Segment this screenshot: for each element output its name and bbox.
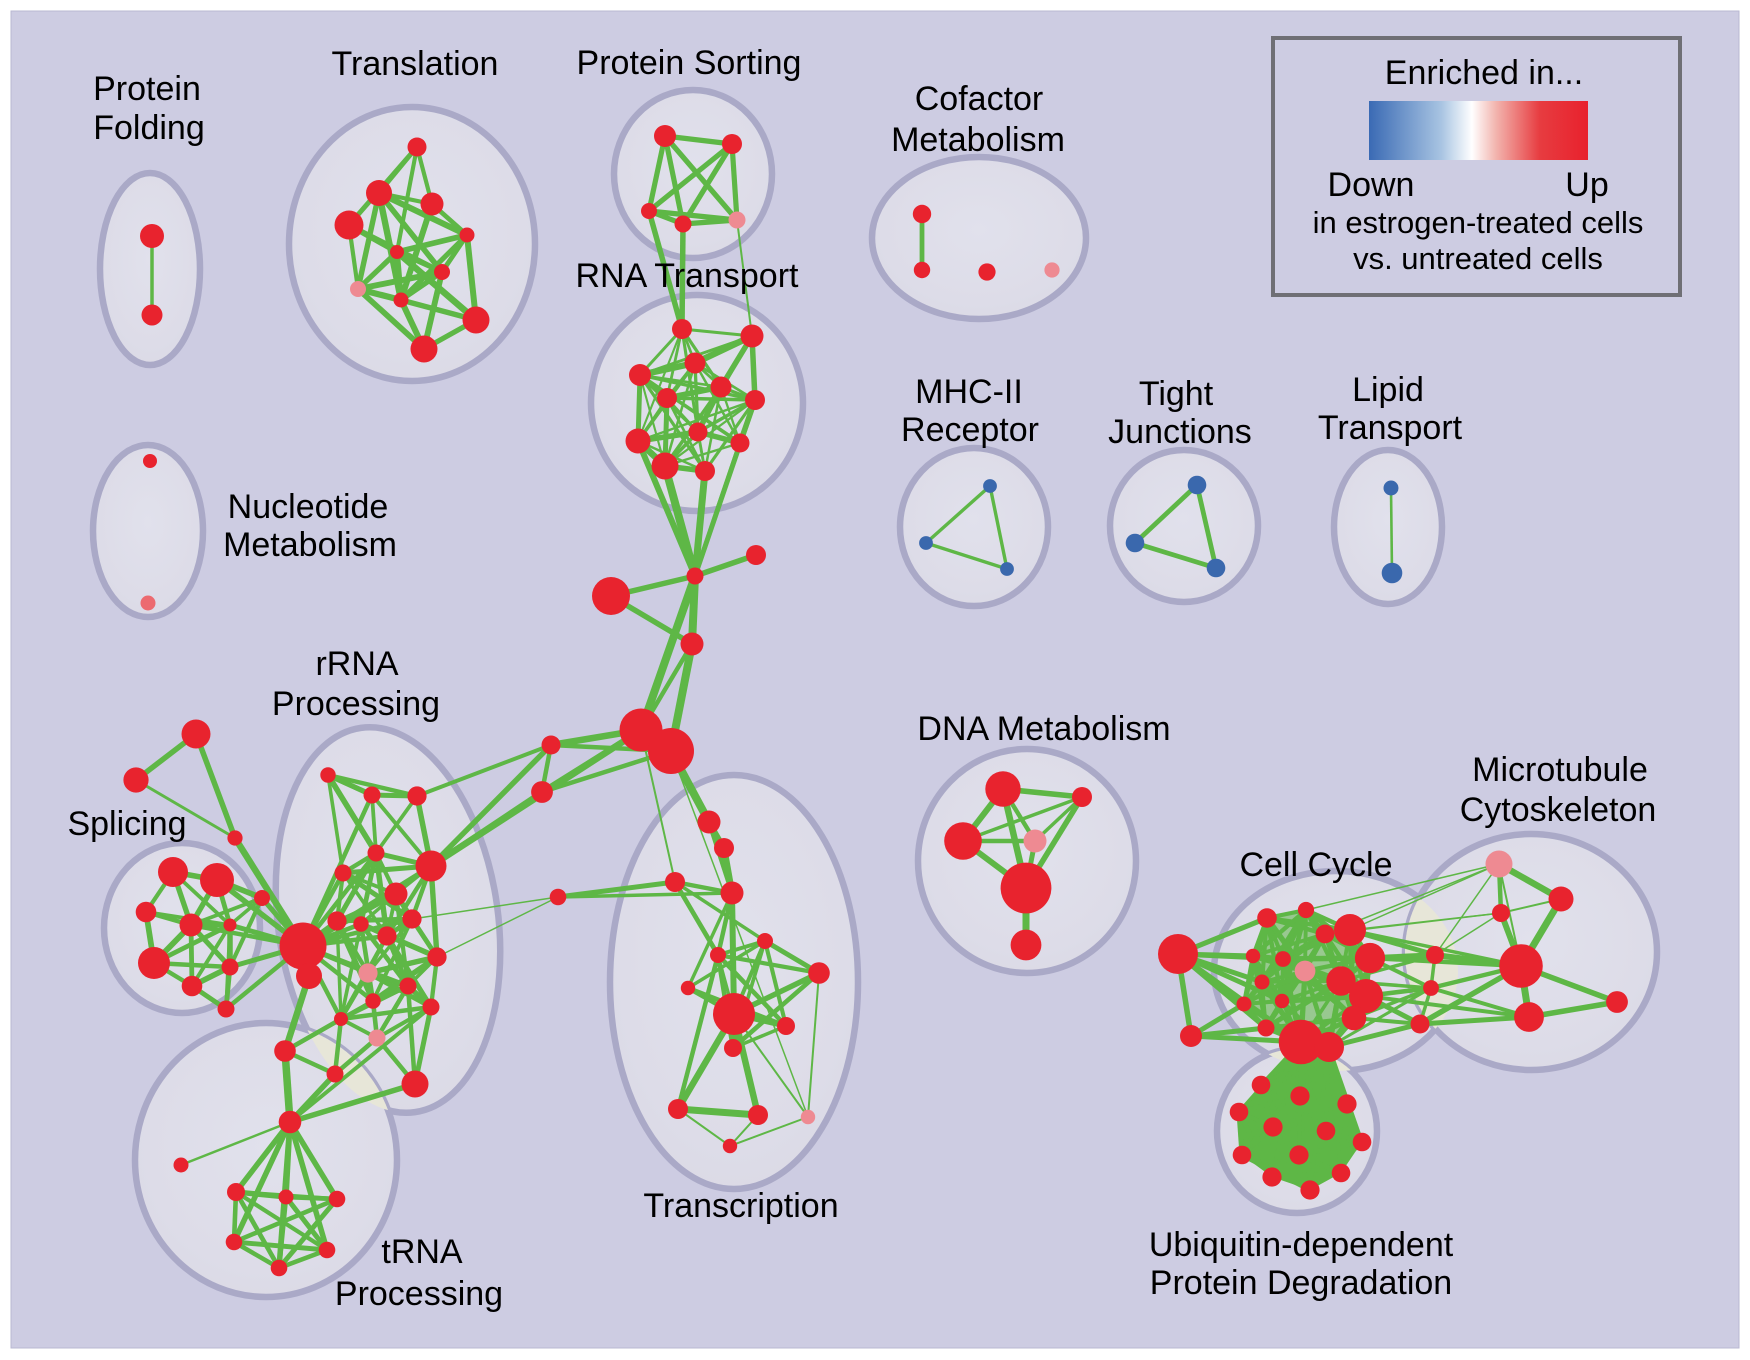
svg-text:RNA Transport: RNA Transport <box>576 257 800 295</box>
svg-text:Ubiquitin-dependent: Ubiquitin-dependent <box>1149 1226 1454 1264</box>
svg-text:Metabolism: Metabolism <box>891 121 1065 159</box>
svg-text:Splicing: Splicing <box>67 805 186 843</box>
svg-text:Cell Cycle: Cell Cycle <box>1239 846 1392 884</box>
svg-text:in estrogen-treated cells: in estrogen-treated cells <box>1313 205 1644 240</box>
svg-text:Protein: Protein <box>93 70 201 108</box>
svg-text:Transcription: Transcription <box>643 1187 838 1225</box>
svg-text:tRNA: tRNA <box>381 1233 463 1271</box>
svg-text:Processing: Processing <box>272 685 440 723</box>
svg-text:Processing: Processing <box>335 1275 503 1313</box>
svg-text:Nucleotide: Nucleotide <box>228 488 389 526</box>
svg-text:Cofactor: Cofactor <box>915 80 1044 118</box>
svg-text:Transport: Transport <box>1318 409 1463 447</box>
svg-text:Folding: Folding <box>93 109 205 147</box>
svg-text:Up: Up <box>1565 166 1608 204</box>
svg-text:Enriched in...: Enriched in... <box>1385 54 1583 92</box>
svg-text:Down: Down <box>1328 166 1415 204</box>
svg-text:Protein Sorting: Protein Sorting <box>577 44 802 82</box>
svg-text:Lipid: Lipid <box>1352 371 1424 409</box>
svg-text:vs. untreated cells: vs. untreated cells <box>1353 241 1603 276</box>
svg-text:Protein Degradation: Protein Degradation <box>1150 1264 1452 1302</box>
svg-text:Junctions: Junctions <box>1108 413 1252 451</box>
svg-text:Translation: Translation <box>332 45 499 83</box>
svg-text:Cytoskeleton: Cytoskeleton <box>1460 791 1657 829</box>
svg-text:DNA Metabolism: DNA Metabolism <box>917 710 1170 748</box>
svg-text:Receptor: Receptor <box>901 411 1039 449</box>
svg-text:Metabolism: Metabolism <box>223 526 397 564</box>
svg-text:MHC-II: MHC-II <box>915 373 1023 411</box>
svg-text:Microtubule: Microtubule <box>1472 751 1648 789</box>
svg-text:rRNA: rRNA <box>315 645 398 683</box>
svg-text:Tight: Tight <box>1139 375 1214 413</box>
